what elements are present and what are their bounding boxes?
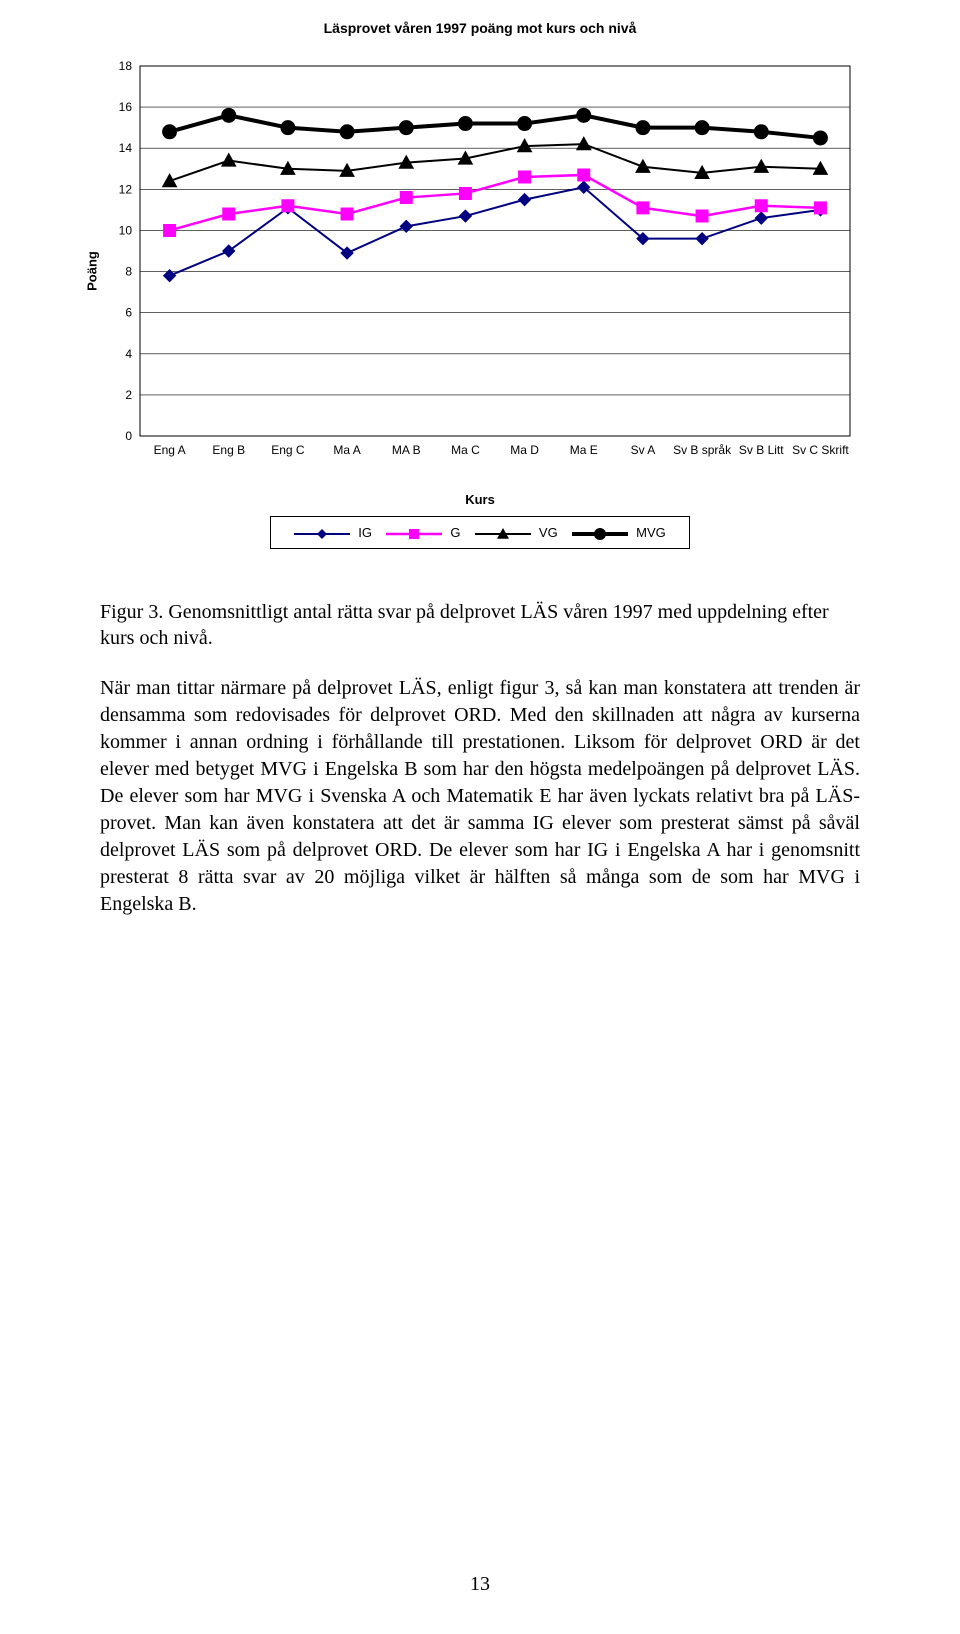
svg-text:Sv B språk: Sv B språk <box>673 443 732 457</box>
figure-caption: Figur 3. Genomsnittligt antal rätta svar… <box>100 599 860 651</box>
svg-text:Ma D: Ma D <box>510 443 539 457</box>
legend-item: IG <box>294 525 372 540</box>
svg-text:6: 6 <box>125 306 132 320</box>
x-axis-label: Kurs <box>100 492 860 507</box>
svg-text:Eng A: Eng A <box>154 443 186 457</box>
legend-label: VG <box>539 525 558 540</box>
line-chart: 0 2 4 6 8 10 12 14 16 18 Eng A Eng B Eng C Ma A MA B Ma… <box>100 56 860 486</box>
svg-text:18: 18 <box>119 59 133 73</box>
legend-label: IG <box>358 525 372 540</box>
svg-text:MA B: MA B <box>392 443 421 457</box>
legend-label: G <box>450 525 460 540</box>
svg-text:16: 16 <box>119 100 133 114</box>
svg-text:Ma C: Ma C <box>451 443 480 457</box>
svg-text:Sv C Skrift: Sv C Skrift <box>792 443 849 457</box>
svg-text:Sv B Litt: Sv B Litt <box>739 443 784 457</box>
y-axis-label: Poäng <box>84 251 99 291</box>
chart-container: Poäng 024681012141618Eng AEng BEng CMa A… <box>100 56 860 486</box>
svg-text:2: 2 <box>125 388 132 402</box>
chart-legend: IG G VG MVG <box>270 516 690 549</box>
page-number: 13 <box>0 1573 960 1596</box>
svg-text:4: 4 <box>125 347 132 361</box>
svg-text:8: 8 <box>125 265 132 279</box>
chart-title: Läsprovet våren 1997 poäng mot kurs och … <box>100 20 860 36</box>
svg-text:12: 12 <box>119 182 133 196</box>
legend-label: MVG <box>636 525 666 540</box>
svg-text:10: 10 <box>119 223 133 237</box>
svg-text:Sv A: Sv A <box>631 443 656 457</box>
svg-text:0: 0 <box>125 429 132 443</box>
body-paragraph: När man tittar närmare på delprovet LÄS,… <box>100 675 860 918</box>
legend-item: VG <box>475 525 558 540</box>
svg-text:Eng C: Eng C <box>271 443 305 457</box>
svg-text:Ma E: Ma E <box>570 443 598 457</box>
legend-item: G <box>386 525 460 540</box>
svg-text:Eng B: Eng B <box>212 443 245 457</box>
svg-text:14: 14 <box>119 141 133 155</box>
legend-item: MVG <box>572 525 666 540</box>
svg-text:Ma A: Ma A <box>333 443 360 457</box>
